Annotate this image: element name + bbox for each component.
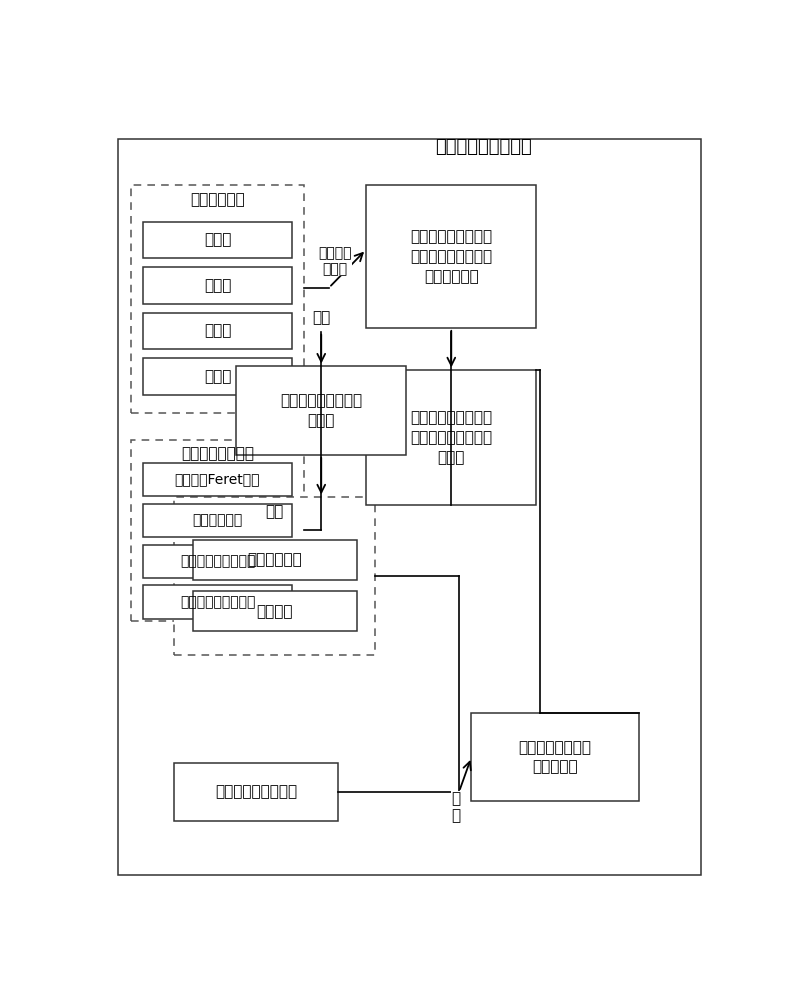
Bar: [143, 358, 292, 395]
Text: 细长形、角形、细长
三角形、扁平形、球
形和不规则形: 细长形、角形、细长 三角形、扁平形、球 形和不规则形: [410, 229, 492, 284]
Bar: [366, 185, 536, 328]
Text: 最合适的图像法等
效粒度测量: 最合适的图像法等 效粒度测量: [519, 740, 591, 775]
Bar: [471, 713, 638, 801]
Text: 凸包最大内切圆直径: 凸包最大内切圆直径: [180, 595, 255, 609]
Bar: [174, 497, 376, 655]
Text: 形状划分
为六类: 形状划分 为六类: [319, 246, 352, 276]
Text: 等效粒度表征方法: 等效粒度表征方法: [181, 446, 254, 461]
Bar: [131, 440, 304, 620]
Text: 级配修正: 级配修正: [256, 604, 293, 619]
Text: 等效椭圆短轴: 等效椭圆短轴: [193, 513, 243, 527]
Bar: [143, 313, 292, 349]
Bar: [143, 585, 292, 619]
Bar: [193, 591, 357, 631]
Bar: [143, 222, 292, 258]
Text: 粒形表征方法: 粒形表征方法: [190, 192, 245, 207]
Text: 对不同形状的骨料提
出不同的等效粒度表
征方法: 对不同形状的骨料提 出不同的等效粒度表 征方法: [410, 410, 492, 465]
Bar: [193, 540, 357, 580]
Text: 等效椭圆Feret短径: 等效椭圆Feret短径: [175, 473, 260, 487]
Text: 三角度: 三角度: [204, 323, 231, 338]
Text: 筛分法等效粒度测量: 筛分法等效粒度测量: [215, 784, 297, 799]
Text: 扁平度: 扁平度: [204, 278, 231, 293]
Text: 最合适的等效粒度表
征方法: 最合适的等效粒度表 征方法: [280, 393, 362, 428]
Bar: [366, 370, 536, 505]
Text: 球形度: 球形度: [204, 369, 231, 384]
Bar: [143, 267, 292, 304]
Bar: [143, 545, 292, 578]
Bar: [237, 366, 407, 455]
Text: 对
比: 对 比: [451, 791, 460, 823]
Bar: [131, 185, 304, 413]
Text: 轮廓最大内切圆直径: 轮廓最大内切圆直径: [180, 554, 255, 568]
Text: 对比: 对比: [312, 310, 330, 325]
Text: 等效粒度修正: 等效粒度修正: [248, 552, 302, 567]
Bar: [143, 504, 292, 537]
Text: 针片度: 针片度: [204, 233, 231, 248]
Text: 图像法测量等效粒度: 图像法测量等效粒度: [435, 138, 532, 156]
Bar: [143, 463, 292, 496]
Bar: [174, 763, 338, 821]
Text: 修正: 修正: [266, 504, 284, 519]
